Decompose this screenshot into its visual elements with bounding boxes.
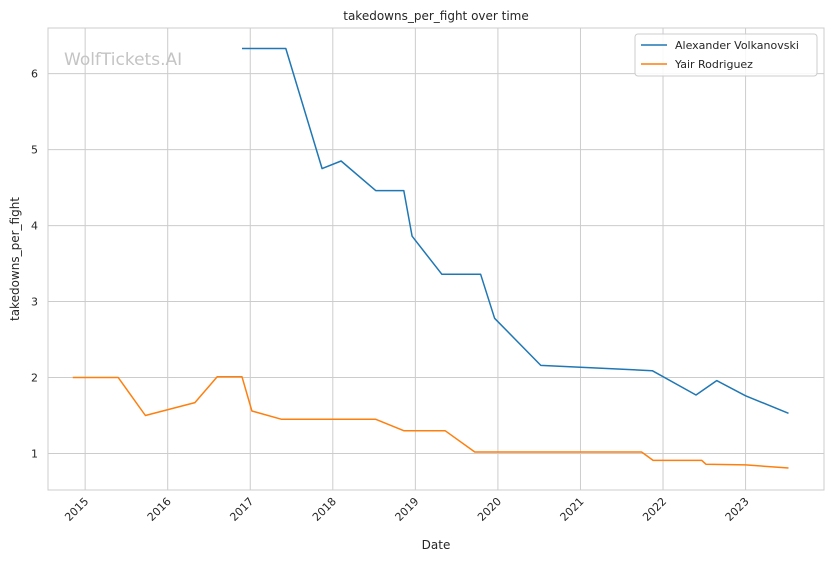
y-tick-label: 6 bbox=[31, 68, 38, 81]
legend: Alexander Volkanovski Yair Rodriguez bbox=[634, 33, 818, 77]
series-lines bbox=[72, 47, 789, 469]
y-tick-label: 4 bbox=[31, 220, 38, 233]
legend-box bbox=[634, 33, 818, 77]
grid bbox=[48, 28, 824, 490]
series-line-rodriguez bbox=[72, 376, 789, 469]
legend-label: Alexander Volkanovski bbox=[675, 39, 799, 52]
y-tick-label: 3 bbox=[31, 296, 38, 309]
plot-area-frame bbox=[47, 27, 825, 491]
y-tick-label: 5 bbox=[31, 144, 38, 157]
chart-title: takedowns_per_fight over time bbox=[343, 9, 529, 23]
legend-label: Yair Rodriguez bbox=[674, 58, 753, 71]
y-tick-label: 1 bbox=[31, 448, 38, 461]
y-axis-ticks: 1 2 3 4 5 6 bbox=[31, 68, 38, 461]
y-axis-title: takedowns_per_fight bbox=[8, 197, 22, 321]
series-line-volkanovski bbox=[242, 47, 789, 414]
watermark-text: WolfTickets.AI bbox=[64, 50, 182, 70]
x-axis-title: Date bbox=[422, 538, 451, 552]
y-tick-label: 2 bbox=[31, 372, 38, 385]
